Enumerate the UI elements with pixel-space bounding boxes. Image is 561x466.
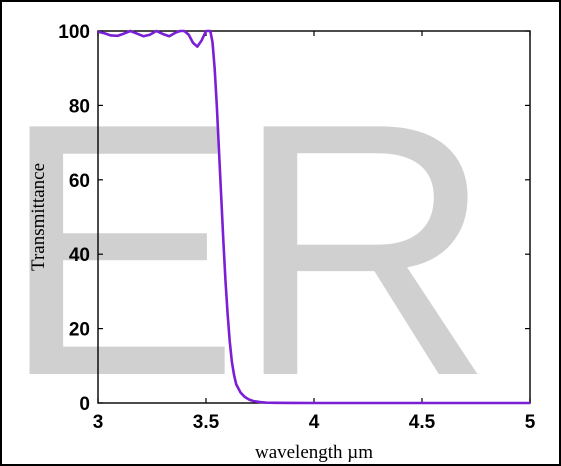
y-axis-label: Transmittance	[28, 163, 49, 271]
y-tick-labels: 0 20 40 60 80 100	[58, 22, 90, 415]
y-tick-label: 0	[79, 394, 90, 415]
x-tick-label: 4.5	[409, 412, 436, 433]
watermark: ER	[0, 49, 494, 451]
y-tick-label: 20	[69, 320, 90, 341]
x-tick-label: 3	[93, 412, 104, 433]
transmittance-curve	[97, 29, 530, 405]
y-tick-label: 60	[69, 171, 90, 192]
axis-ticks	[97, 30, 531, 404]
x-tick-labels: 3 3.5 4 4.5 5	[93, 412, 536, 433]
x-tick-label: 4	[309, 412, 320, 433]
plot-area	[97, 30, 531, 404]
x-tick-label: 3.5	[193, 412, 220, 433]
y-tick-label: 100	[58, 22, 90, 43]
y-tick-label: 40	[69, 245, 90, 266]
y-tick-label: 80	[69, 96, 90, 117]
x-axis-label: wavelength µm	[255, 442, 373, 463]
x-tick-label: 5	[525, 412, 536, 433]
